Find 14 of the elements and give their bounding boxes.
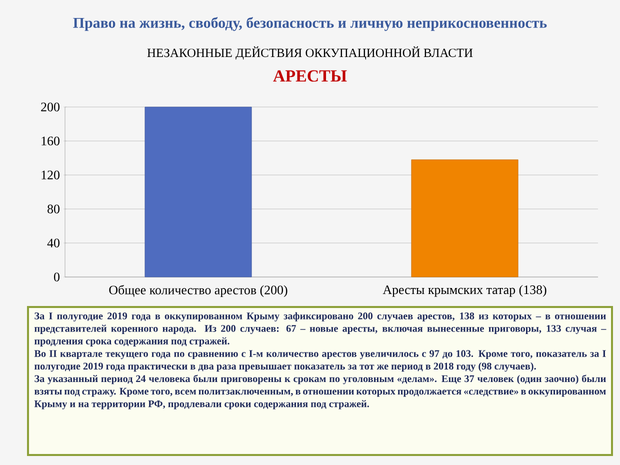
y-tick-label: 160 [42, 136, 60, 146]
chart-title: Право на жизнь, свободу, безопасность и личную неприкосновенность [73, 17, 547, 31]
x-tick-label: Аресты крымских татар (138) [382, 285, 546, 297]
text: За I полугодие 2019 года в оккупированном Крыму зафиксировано 200 случаев арестов, 138 из которых – в отношении представителей коренного народа. Из 200 случаев: 67 – новые аресты, включая вынесенные приговоры, 133 случая – продления срока содержания под стражей. [34, 312, 606, 346]
text: АРЕСТЫ [273, 70, 347, 82]
text: Во II квартале текущего года по сравнению с I-м количество арестов увеличилось с 97 до 103. Кроме того, показатель за I полугодие 2019 года практически в два раза превышает показатель за тот же период в 2018 году (98 случаев). [34, 350, 606, 372]
chart-subtitle: НЕЗАКОННЫЕ ДЕЙСТВИЯ ОККУПАЦИОННОЙ ВЛАСТИ [147, 46, 473, 60]
x-tick-label: Общее количество арестов (200) [109, 285, 288, 298]
y-tick-label: 40 [47, 238, 60, 248]
y-tick-label: 80 [48, 204, 60, 214]
y-tick-label: 0 [54, 272, 60, 282]
y-tick-label: 200 [41, 102, 60, 112]
text: За указанный период 24 человека были приговорены к срокам по уголовным «делам». Еще 37 человек (один заочно) были взяты под стражу. Кроме того, всем политзаключенным, в отношении которых продолжается «следствие» в оккупированном Крыму и на территории РФ, продлевали сроки содержания под стражей. [34, 374, 606, 410]
y-tick-label: 120 [42, 170, 60, 180]
